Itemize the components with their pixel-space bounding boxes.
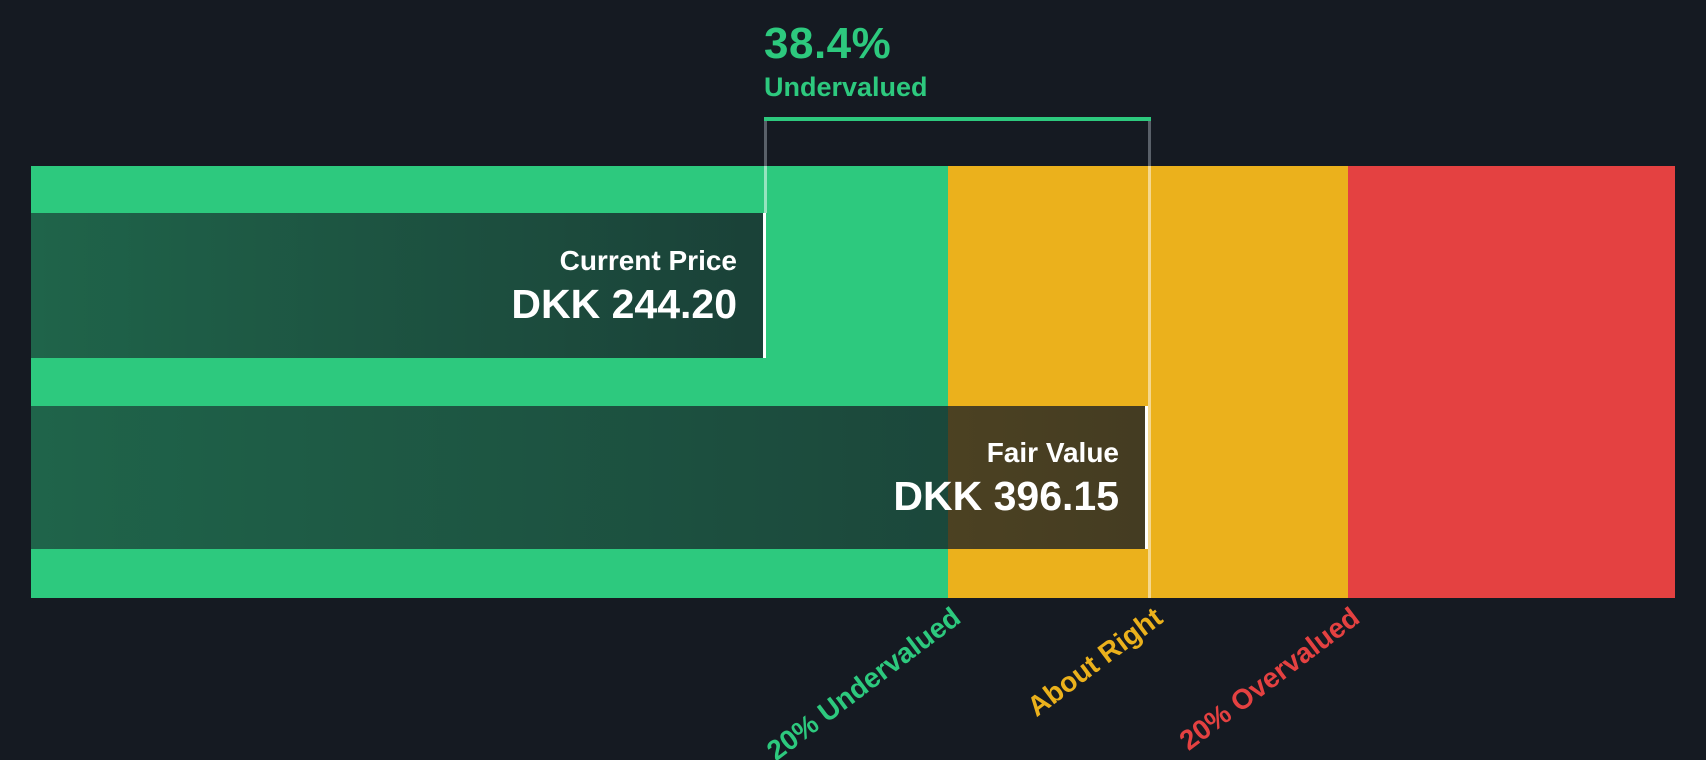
fair-value-marker-line: [1148, 166, 1151, 598]
discount-percentage: 38.4%: [764, 19, 892, 68]
axis-label-about-right: About Right: [1021, 601, 1169, 723]
discount-label: Undervalued: [764, 72, 928, 102]
discount-annotation: 38.4% Undervalued: [764, 19, 928, 103]
current-price-label: Current Price: [559, 245, 737, 276]
zone-overvalued: [1348, 166, 1675, 598]
current-price-value: DKK 244.20: [511, 281, 737, 327]
current-price-bar: Current Price DKK 244.20: [31, 213, 766, 358]
fair-value-label: Fair Value: [986, 437, 1119, 468]
axis-label-undervalued: 20% Undervalued: [760, 601, 967, 760]
fair-value-bar: Fair Value DKK 396.15: [31, 406, 1148, 549]
bracket-drop-current-price: [764, 121, 767, 166]
axis-label-overvalued: 20% Overvalued: [1173, 601, 1366, 757]
valuation-band: Current Price DKK 244.20 Fair Value DKK …: [31, 166, 1675, 598]
discount-bracket: [764, 117, 1151, 121]
current-price-marker-line: [764, 166, 767, 213]
fair-value-value: DKK 396.15: [893, 473, 1119, 519]
bracket-drop-fair-value: [1148, 121, 1151, 166]
